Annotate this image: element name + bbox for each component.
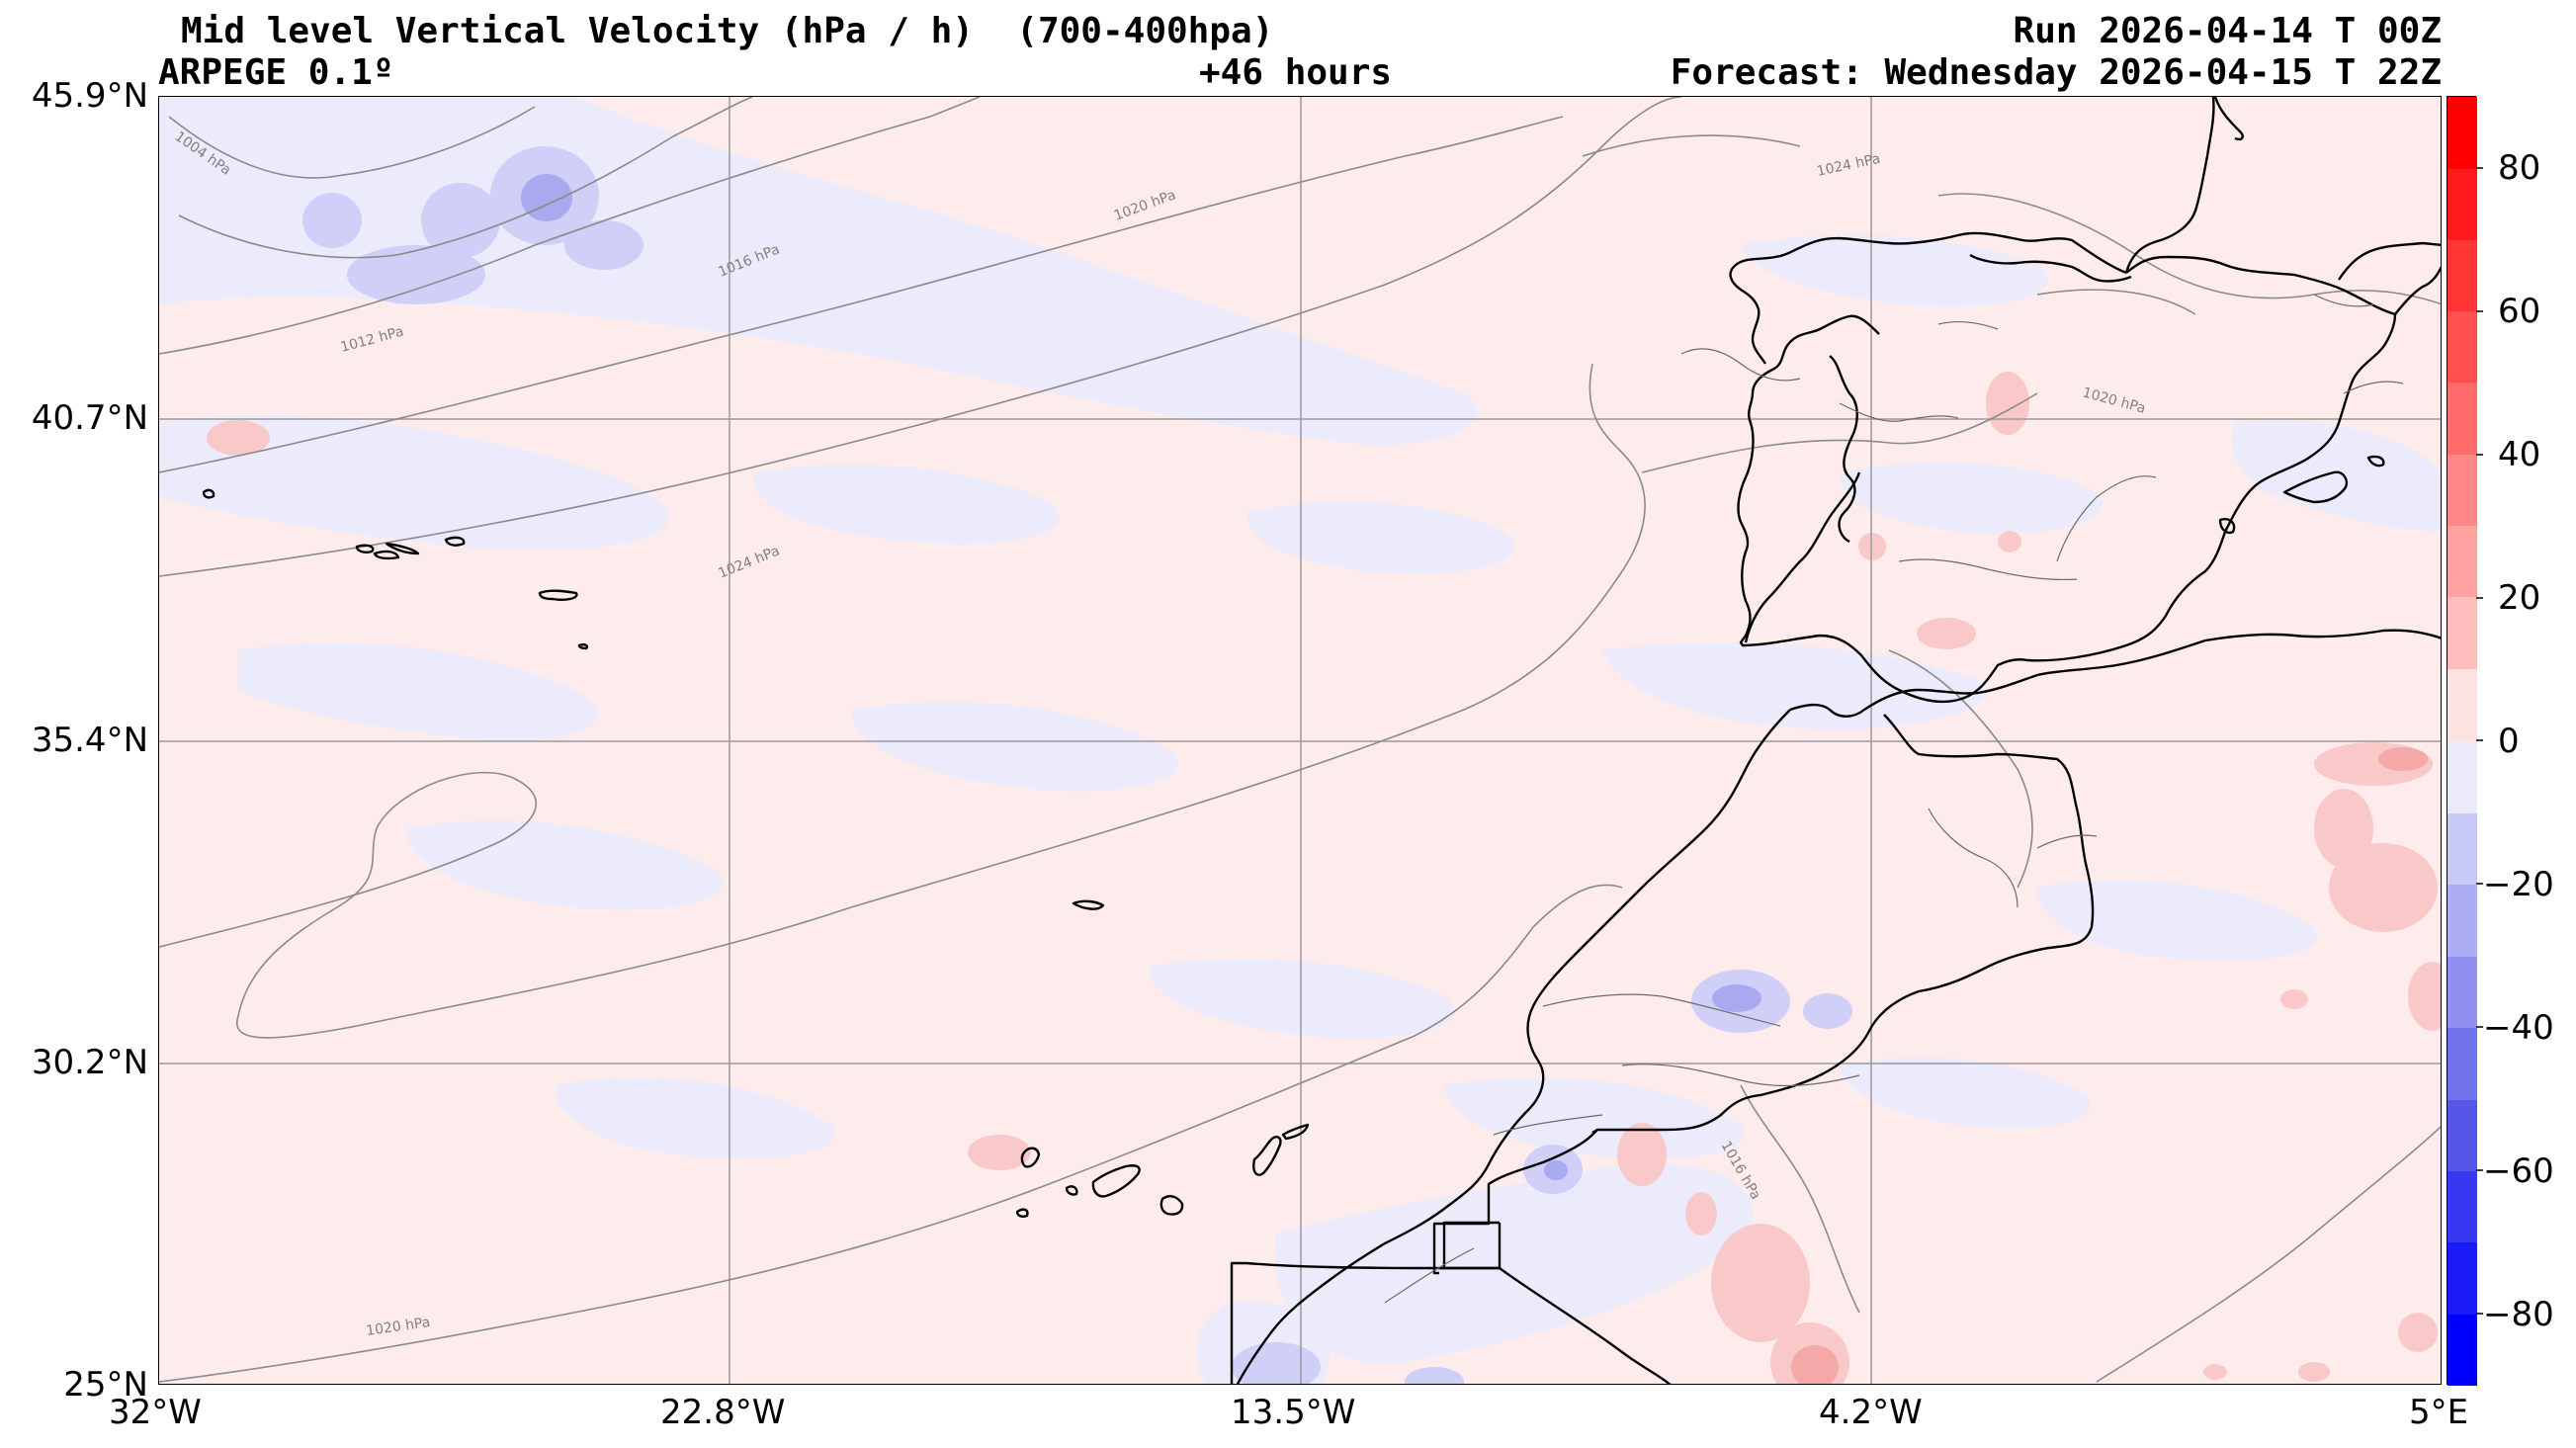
graticule	[159, 97, 2441, 1384]
field-background	[159, 97, 2441, 1384]
terrain-contours	[1384, 294, 2404, 1304]
lat-label: 40.7°N	[31, 398, 148, 438]
negative-cores	[302, 146, 1852, 1384]
coastlines	[202, 97, 2441, 1384]
lat-label: 30.2°N	[31, 1043, 148, 1082]
lon-label: 32°W	[109, 1393, 202, 1432]
map-panel[interactable]: 1004 hPa 1012 hPa 1016 hPa 1020 hPa 1024…	[158, 96, 2442, 1385]
lead-time: +46 hours	[1199, 52, 1393, 93]
colorbar-label: −40	[2483, 1008, 2554, 1048]
colorbar-label: 40	[2498, 435, 2541, 474]
colorbar-label: 20	[2498, 578, 2541, 618]
forecast-time: Forecast: Wednesday 2026-04-15 T 22Z	[1670, 52, 2442, 93]
map-canvas: 1004 hPa 1012 hPa 1016 hPa 1020 hPa 1024…	[159, 97, 2441, 1384]
colorbar-label: −60	[2483, 1151, 2554, 1191]
lon-label: 5°E	[2409, 1393, 2469, 1432]
lat-label: 25°N	[63, 1365, 148, 1405]
colorbar-label: 80	[2498, 148, 2541, 188]
lat-label: 35.4°N	[31, 721, 148, 760]
colorbar-label: −20	[2483, 865, 2554, 904]
colorbar-swatches	[2447, 97, 2477, 1386]
positive-cores	[207, 372, 2441, 1384]
lat-label: 45.9°N	[31, 76, 148, 116]
negative-peaks	[521, 174, 1761, 1180]
colorbar-label: 0	[2498, 722, 2520, 761]
colorbar-label: −80	[2483, 1295, 2554, 1334]
model-label: ARPEGE 0.1º	[158, 52, 394, 93]
colorbar-label: 60	[2498, 292, 2541, 331]
colorbar	[2447, 96, 2477, 1386]
lon-label: 4.2°W	[1819, 1393, 1923, 1432]
positive-peaks	[1791, 747, 2428, 1384]
chart-title: Mid level Vertical Velocity (hPa / h) (7…	[181, 11, 1274, 51]
lon-label: 13.5°W	[1231, 1393, 1356, 1432]
colorbar-ticks	[2476, 167, 2483, 1315]
lon-label: 22.8°W	[660, 1393, 786, 1432]
isobars	[159, 97, 2441, 1383]
run-time: Run 2026-04-14 T 00Z	[2013, 11, 2442, 51]
